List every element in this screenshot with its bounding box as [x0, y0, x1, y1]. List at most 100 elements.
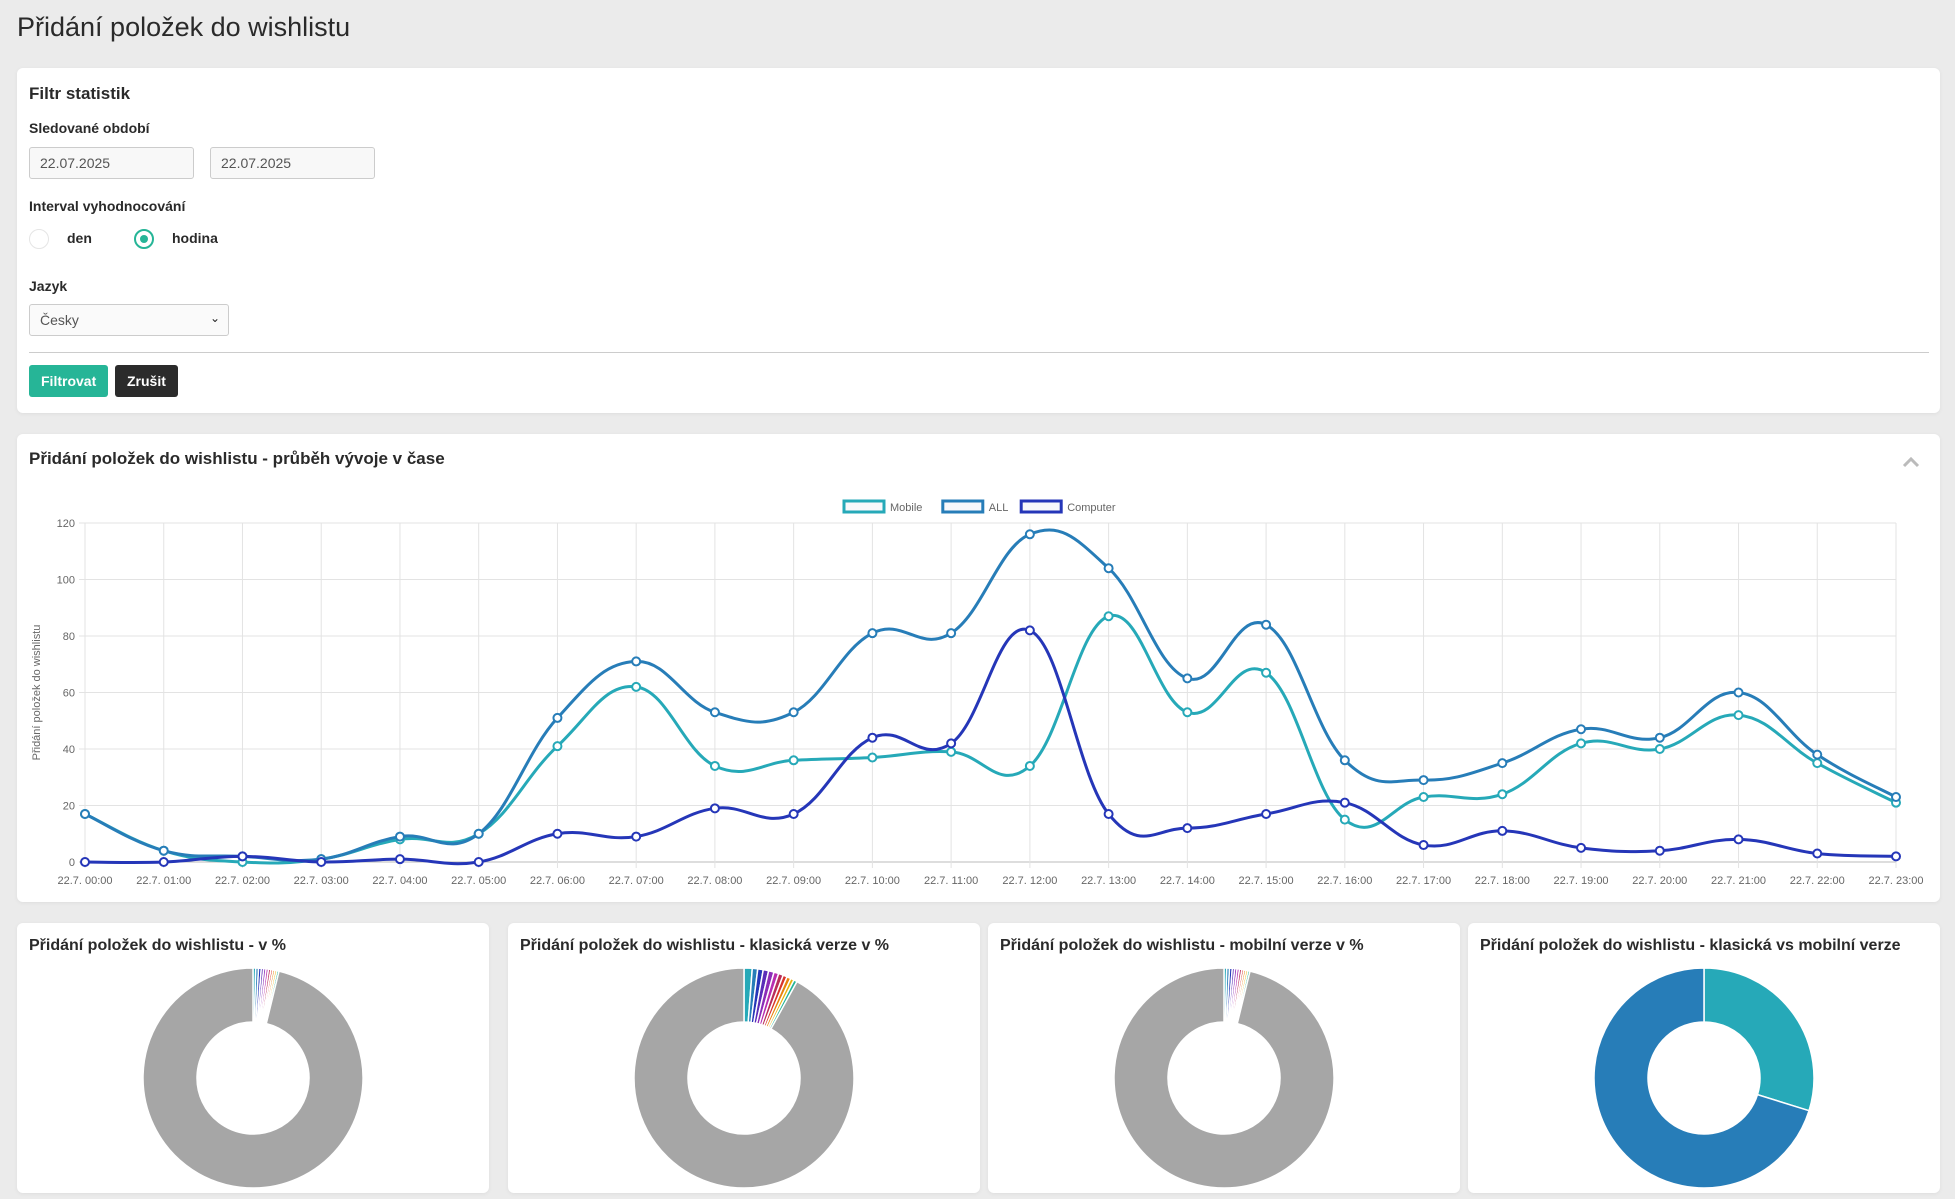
- data-point[interactable]: [1339, 755, 1350, 766]
- data-point[interactable]: [1418, 792, 1429, 803]
- data-point[interactable]: [552, 741, 563, 752]
- data-point[interactable]: [394, 831, 405, 842]
- chevron-up-icon[interactable]: [1902, 456, 1920, 468]
- data-point[interactable]: [1103, 611, 1114, 622]
- donut-card: Přidání položek do wishlistu - mobilní v…: [988, 923, 1460, 1193]
- data-point[interactable]: [1497, 789, 1508, 800]
- data-point[interactable]: [1182, 673, 1193, 684]
- x-tick-label: 22.7. 23:00: [1868, 875, 1923, 887]
- data-point[interactable]: [1024, 529, 1035, 540]
- radio-hodina-label[interactable]: hodina: [172, 230, 218, 246]
- legend-swatch: [941, 499, 985, 514]
- donut-slice[interactable]: [142, 967, 364, 1189]
- donut-chart: [142, 967, 364, 1189]
- data-point[interactable]: [709, 707, 720, 718]
- data-point[interactable]: [631, 831, 642, 842]
- date-from-input[interactable]: 22.07.2025: [29, 147, 194, 179]
- data-point[interactable]: [1024, 760, 1035, 771]
- data-point[interactable]: [1654, 845, 1665, 856]
- x-tick-label: 22.7. 04:00: [372, 875, 427, 887]
- data-point[interactable]: [788, 755, 799, 766]
- donut-slice[interactable]: [1703, 967, 1815, 1112]
- data-point[interactable]: [1103, 808, 1114, 819]
- data-point[interactable]: [1891, 792, 1901, 803]
- data-point[interactable]: [946, 738, 957, 749]
- data-point[interactable]: [1261, 667, 1272, 678]
- radio-hodina[interactable]: [134, 229, 154, 249]
- data-point[interactable]: [1182, 707, 1193, 718]
- donut-slice[interactable]: [633, 967, 855, 1189]
- data-point[interactable]: [788, 808, 799, 819]
- data-point[interactable]: [1733, 687, 1744, 698]
- data-point[interactable]: [1576, 842, 1587, 853]
- legend-label: ALL: [989, 502, 1009, 514]
- legend-swatch: [842, 499, 886, 514]
- data-point[interactable]: [1261, 619, 1272, 630]
- filter-title: Filtr statistik: [29, 84, 131, 103]
- data-point[interactable]: [1339, 797, 1350, 808]
- data-point[interactable]: [158, 845, 169, 856]
- x-tick-label: 22.7. 08:00: [687, 875, 742, 887]
- data-point[interactable]: [473, 828, 484, 839]
- data-point[interactable]: [1497, 825, 1508, 836]
- x-tick-label: 22.7. 07:00: [609, 875, 664, 887]
- data-point[interactable]: [631, 656, 642, 667]
- x-tick-label: 22.7. 02:00: [215, 875, 270, 887]
- cancel-button[interactable]: Zrušit: [115, 365, 178, 397]
- x-tick-label: 22.7. 13:00: [1081, 875, 1136, 887]
- data-point[interactable]: [80, 857, 90, 867]
- data-point[interactable]: [1497, 758, 1508, 769]
- data-point[interactable]: [1654, 732, 1665, 743]
- data-point[interactable]: [316, 857, 327, 867]
- donut-slice[interactable]: [1593, 967, 1810, 1189]
- data-point[interactable]: [867, 628, 878, 639]
- data-point[interactable]: [1339, 814, 1350, 825]
- legend-item-computer[interactable]: Computer: [1019, 499, 1116, 514]
- data-point[interactable]: [867, 752, 878, 763]
- data-point[interactable]: [1182, 823, 1193, 834]
- data-point[interactable]: [788, 707, 799, 718]
- chevron-down-icon: ⌄: [209, 311, 220, 325]
- data-point[interactable]: [1418, 840, 1429, 851]
- data-point[interactable]: [552, 828, 563, 839]
- donut-card: Přidání položek do wishlistu - v %: [17, 923, 489, 1193]
- data-point[interactable]: [394, 854, 405, 865]
- data-point[interactable]: [1418, 775, 1429, 786]
- data-point[interactable]: [1733, 834, 1744, 845]
- data-point[interactable]: [1654, 744, 1665, 754]
- data-point[interactable]: [946, 746, 957, 757]
- data-point[interactable]: [1024, 625, 1035, 636]
- language-select[interactable]: Česky ⌄: [29, 304, 229, 336]
- legend-item-all[interactable]: ALL: [941, 499, 1009, 514]
- data-point[interactable]: [631, 681, 642, 692]
- data-point[interactable]: [1576, 724, 1587, 735]
- legend-item-mobile[interactable]: Mobile: [842, 499, 922, 514]
- data-point[interactable]: [237, 851, 248, 862]
- x-tick-label: 22.7. 06:00: [530, 875, 585, 887]
- data-point[interactable]: [552, 712, 563, 723]
- data-point[interactable]: [158, 857, 169, 867]
- data-point[interactable]: [473, 857, 484, 867]
- radio-den[interactable]: [29, 229, 49, 249]
- data-point[interactable]: [867, 732, 878, 743]
- data-point[interactable]: [709, 803, 720, 814]
- data-point[interactable]: [709, 760, 720, 771]
- data-point[interactable]: [946, 628, 957, 639]
- data-point[interactable]: [1812, 848, 1823, 859]
- data-point[interactable]: [1891, 851, 1901, 862]
- data-point[interactable]: [1261, 808, 1272, 819]
- data-point[interactable]: [80, 808, 90, 819]
- y-tick-label: 120: [57, 518, 75, 530]
- data-point[interactable]: [1812, 749, 1823, 760]
- donut-card: Přidání položek do wishlistu - klasická …: [508, 923, 980, 1193]
- data-point[interactable]: [1733, 710, 1744, 721]
- donut-slice[interactable]: [1113, 967, 1335, 1189]
- date-to-input[interactable]: 22.07.2025: [210, 147, 375, 179]
- y-tick-label: 40: [63, 744, 75, 756]
- data-point[interactable]: [1812, 758, 1823, 769]
- filter-button[interactable]: Filtrovat: [29, 365, 109, 397]
- radio-den-label[interactable]: den: [67, 230, 92, 246]
- data-point[interactable]: [1103, 563, 1114, 574]
- language-label: Jazyk: [29, 278, 68, 294]
- data-point[interactable]: [1576, 738, 1587, 749]
